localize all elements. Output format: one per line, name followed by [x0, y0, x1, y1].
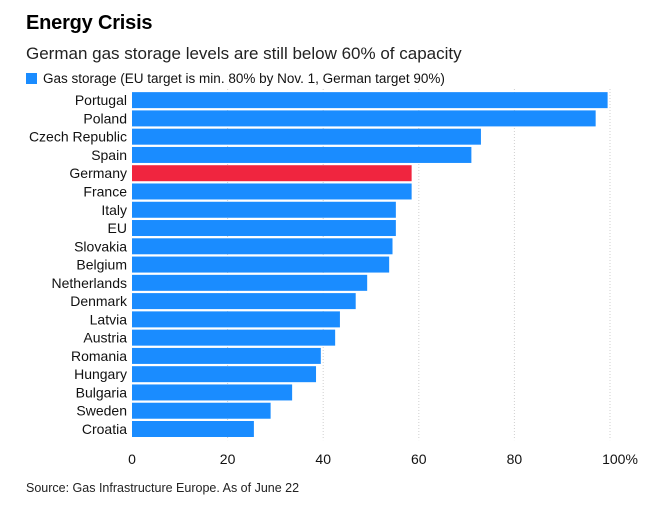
bar: [132, 110, 596, 127]
bar: [132, 311, 340, 328]
x-tick-label: 20: [220, 451, 236, 467]
bar: [132, 238, 393, 255]
category-label: Belgium: [76, 257, 127, 273]
category-label: Germany: [69, 165, 127, 181]
category-label: Hungary: [74, 366, 127, 382]
category-label: Netherlands: [52, 275, 128, 291]
x-tick-label: 40: [315, 451, 331, 467]
bar-highlight: [132, 165, 412, 182]
chart-subtitle: German gas storage levels are still belo…: [26, 44, 462, 63]
bar: [132, 92, 608, 109]
chart-title: Energy Crisis: [26, 12, 153, 34]
bar: [132, 366, 317, 383]
category-label: France: [83, 183, 127, 199]
bar: [132, 384, 293, 401]
x-tick-label: 100%: [602, 451, 638, 467]
x-tick-label: 60: [411, 451, 427, 467]
bar: [132, 146, 472, 163]
category-label: Croatia: [82, 421, 127, 437]
bar: [132, 293, 356, 310]
bar: [132, 347, 321, 364]
category-label: Latvia: [90, 311, 128, 327]
category-label: Italy: [101, 202, 127, 218]
legend-label: Gas storage (EU target is min. 80% by No…: [43, 71, 445, 86]
bar: [132, 183, 412, 200]
category-label: Slovakia: [74, 238, 127, 254]
category-label: Denmark: [70, 293, 128, 309]
x-tick-label: 80: [507, 451, 523, 467]
bar: [132, 220, 396, 237]
bar: [132, 128, 481, 145]
category-label: EU: [108, 220, 127, 236]
bar: [132, 329, 336, 346]
bar: [132, 402, 271, 419]
legend-swatch: [26, 73, 37, 84]
category-label: Czech Republic: [29, 129, 127, 145]
category-label: Portugal: [75, 92, 127, 108]
bar: [132, 256, 390, 273]
category-label: Bulgaria: [76, 384, 128, 400]
source-note: Source: Gas Infrastructure Europe. As of…: [26, 481, 300, 495]
bar: [132, 420, 254, 437]
category-label: Romania: [71, 348, 127, 364]
bar: [132, 274, 368, 291]
category-label: Poland: [83, 110, 127, 126]
bar: [132, 201, 396, 218]
x-tick-label: 0: [128, 451, 136, 467]
legend: Gas storage (EU target is min. 80% by No…: [26, 71, 445, 86]
category-label: Sweden: [76, 403, 127, 419]
category-label: Spain: [91, 147, 127, 163]
category-label: Austria: [83, 330, 127, 346]
